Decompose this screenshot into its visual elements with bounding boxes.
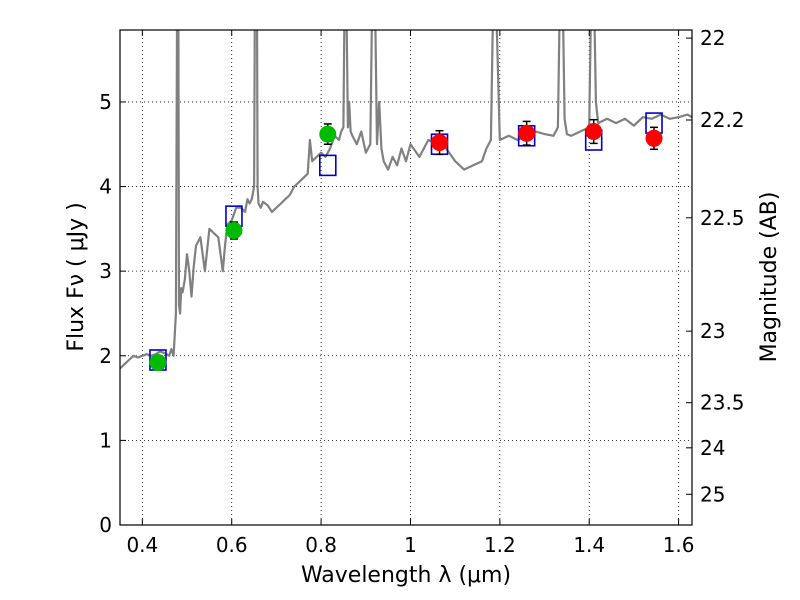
nir-data-point — [645, 129, 663, 147]
mag-tick-label: 22.2 — [700, 108, 745, 132]
y-tick-label: 5 — [99, 90, 112, 114]
y-tick-label: 1 — [99, 428, 112, 452]
markers-layer — [149, 112, 663, 372]
mag-tick-label: 23 — [700, 319, 725, 343]
mag-tick-label: 25 — [700, 482, 725, 506]
spectrum-layer — [120, 30, 692, 370]
spectrum-line — [120, 30, 692, 370]
mag-tick-label: 22 — [700, 26, 725, 50]
plot-frame — [119, 29, 693, 526]
y-tick-label: 2 — [99, 344, 112, 368]
y-tick-label: 4 — [99, 175, 112, 199]
x-tick-label: 1.2 — [484, 533, 516, 557]
optical-data-point — [225, 222, 243, 240]
x-tick-label: 0.8 — [305, 533, 337, 557]
x-tick-label: 1.6 — [663, 533, 695, 557]
x-tick-label: 1.4 — [573, 533, 605, 557]
nir-data-point — [431, 134, 449, 152]
y2-axis-title: Magnitude (AB) — [757, 192, 782, 363]
plot-area — [120, 30, 692, 372]
model-photometry-square — [318, 154, 337, 177]
plot-background — [120, 30, 692, 525]
axis-ticks: 0.4 0.6 0.8 1 1.2 1.4 1.60123452222.222.52323.… — [99, 26, 744, 557]
y-axis-title: Flux Fν ( μJy ) — [64, 202, 89, 351]
x-axis-title: Wavelength λ (μm) — [301, 563, 511, 588]
mag-tick-label: 22.5 — [700, 206, 745, 230]
x-tick-label: 1 — [404, 533, 417, 557]
y-tick-label: 0 — [99, 513, 112, 537]
mag-tick-label: 23.5 — [700, 391, 745, 415]
optical-data-point — [319, 125, 337, 143]
nir-data-point — [585, 123, 603, 141]
y-tick-label: 3 — [99, 259, 112, 283]
mag-tick-label: 24 — [700, 436, 725, 460]
x-tick-label: 0.4 — [126, 533, 158, 557]
optical-data-point — [149, 354, 167, 372]
nir-data-point — [518, 124, 536, 142]
x-tick-label: 0.6 — [216, 533, 248, 557]
